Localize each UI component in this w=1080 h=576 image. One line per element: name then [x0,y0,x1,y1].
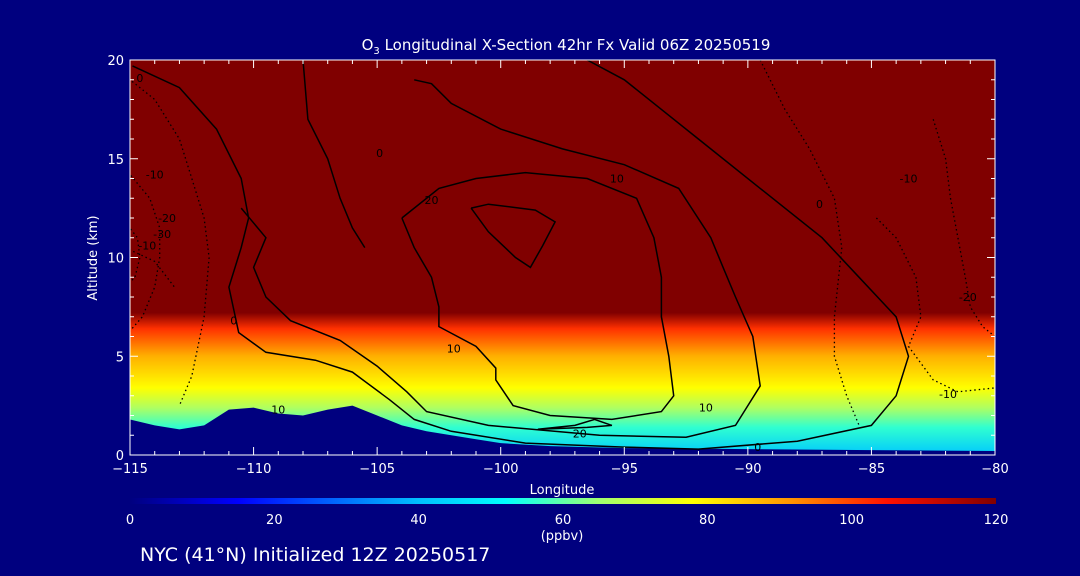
contour-line--10-0 [130,78,210,406]
y-axis: 0 5 10 15 20 [107,54,995,464]
terrain-mask [130,405,995,455]
y-axis-label: Altitude (km) [86,215,101,300]
contour-lines [130,60,995,450]
colorbar-ticks: 0 20 40 60 80 100 120 [126,513,1009,528]
x-tick-label: −100 [483,462,519,477]
contour-line-0-4 [302,60,366,248]
contour-label-14: 0 [816,198,823,211]
footer-initialization-text: NYC (41°N) Initialized 12Z 20250517 [140,544,490,566]
y-tick-label: 10 [107,252,124,267]
colorbar-tick-label: 100 [839,513,864,528]
x-axis: −115 −110 −105 −100 −95 −90 −85 −80 [112,60,1009,477]
contour-label-10: 10 [447,342,461,355]
colorbar-units-label: (ppbv) [541,529,584,544]
contour-label-12: 10 [699,402,713,415]
title-chem-subscript: 3 [373,46,379,57]
title-rest: Longitudinal X-Section 42hr Fx Valid 06Z… [380,36,771,54]
contour-label-7: 0 [376,147,383,160]
colorbar-tick-label: 20 [266,513,283,528]
y-tick-label: 20 [107,54,124,69]
contour-label-15: -10 [900,173,918,186]
contour-line-10-5 [240,79,761,438]
contour-label-17: -10 [939,388,957,401]
chart-title: O3 Longitudinal X-Section 42hr Fx Valid … [362,36,771,57]
x-tick-label: −110 [236,462,272,477]
contour-line-20-8 [537,418,613,431]
colorbar-tick-label: 80 [699,513,716,528]
contour-line-30-7 [470,203,557,269]
contour-line--10-12 [130,249,176,288]
x-tick-label: −85 [858,462,885,477]
x-tick-label: −90 [734,462,761,477]
title-chem-base: O [362,36,374,54]
x-tick-label: −105 [359,462,395,477]
contour-label-5: 0 [230,315,237,328]
contour-line-20-6 [401,171,675,421]
x-axis-label: Longitude [530,483,595,498]
y-tick-label: 15 [107,153,124,168]
colorbar-tick-label: 0 [126,513,134,528]
x-tick-label: −115 [112,462,148,477]
contour-label-3: -30 [153,228,171,241]
contour-label-4: -10 [138,240,156,253]
contour-label-9: 20 [425,194,439,207]
colorbar-tick-label: 120 [984,513,1009,528]
colorbar-tick-label: 40 [410,513,427,528]
contour-label-2: -20 [158,212,176,225]
contour-label-0: 0 [136,72,143,85]
contour-label-6: 10 [271,404,285,417]
colorbar: 0 20 40 60 80 100 120 (ppbv) [126,498,1009,544]
contour-label-16: -20 [959,291,977,304]
stratosphere-high-ozone-region [130,60,995,311]
contour-line--20-1 [130,173,161,332]
contour-label-8: 10 [610,173,624,186]
x-tick-label: −95 [611,462,638,477]
x-tick-label: −80 [981,462,1008,477]
contour-label-11: 20 [573,427,587,440]
colorbar-ramp [130,498,996,504]
contour-label-1: -10 [146,169,164,182]
y-tick-label: 0 [116,449,124,464]
y-tick-label: 5 [116,350,124,365]
contour-label-13: 0 [754,441,761,454]
colorbar-tick-label: 60 [555,513,572,528]
